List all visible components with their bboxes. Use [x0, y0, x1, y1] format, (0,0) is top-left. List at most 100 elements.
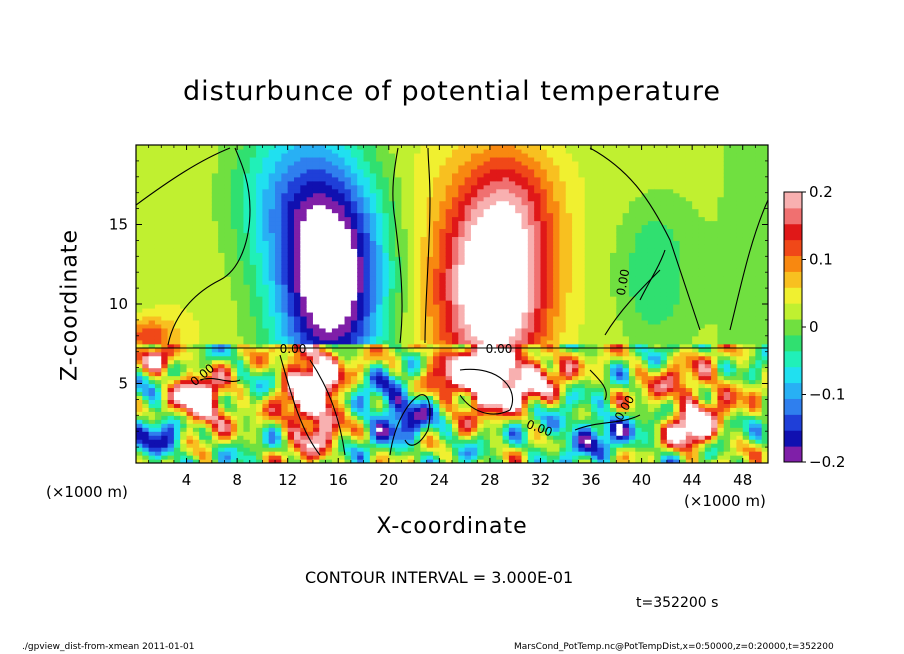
- field-cell: [306, 331, 314, 337]
- field-cell: [237, 343, 245, 349]
- field-cell: [287, 184, 295, 190]
- field-cell: [414, 395, 421, 400]
- field-cell: [218, 395, 226, 400]
- field-cell: [262, 200, 270, 206]
- field-cell: [407, 148, 415, 154]
- field-cell: [477, 443, 485, 448]
- field-cell: [350, 323, 358, 329]
- field-cell: [388, 204, 396, 210]
- field-cell: [508, 224, 516, 230]
- field-cell: [300, 196, 308, 202]
- field-cell: [496, 288, 504, 293]
- field-cell: [167, 427, 175, 432]
- field-cell: [192, 367, 200, 373]
- field-cell: [344, 188, 352, 194]
- field-cell: [249, 184, 257, 190]
- field-cell: [268, 296, 276, 301]
- field-cell: [388, 347, 396, 353]
- field-cell: [136, 240, 143, 245]
- field-cell: [496, 276, 504, 281]
- field-cell: [199, 343, 207, 349]
- field-cell: [312, 459, 320, 463]
- field-cell: [388, 383, 396, 389]
- field-cell: [161, 359, 169, 365]
- field-cell: [218, 304, 226, 309]
- field-cell: [426, 363, 434, 369]
- field-cell: [148, 387, 156, 393]
- field-cell: [287, 236, 295, 241]
- field-cell: [243, 264, 251, 269]
- field-cell: [344, 415, 352, 420]
- field-cell: [319, 164, 327, 170]
- field-cell: [325, 347, 333, 353]
- field-cell: [230, 387, 238, 393]
- field-cell: [192, 319, 200, 325]
- field-cell: [496, 327, 504, 333]
- field-cell: [249, 288, 257, 293]
- field-cell: [205, 148, 213, 154]
- field-cell: [294, 387, 301, 393]
- field-cell: [452, 220, 459, 226]
- field-cell: [483, 288, 491, 293]
- field-cell: [382, 343, 390, 349]
- field-cell: [173, 184, 181, 190]
- field-cell: [433, 339, 440, 345]
- field-cell: [281, 280, 289, 285]
- field-cell: [243, 196, 251, 202]
- field-cell: [199, 395, 207, 400]
- field-cell: [180, 284, 188, 289]
- field-cell: [508, 407, 516, 412]
- field-cell: [388, 276, 396, 281]
- field-cell: [477, 347, 485, 353]
- field-cell: [142, 343, 150, 349]
- field-cell: [199, 168, 207, 174]
- field-cell: [458, 232, 466, 238]
- field-cell: [464, 236, 472, 241]
- field-cell: [433, 435, 440, 440]
- field-cell: [199, 204, 207, 210]
- field-cell: [230, 256, 238, 261]
- field-cell: [173, 276, 181, 281]
- field-cell: [294, 280, 301, 285]
- field-cell: [426, 260, 434, 265]
- field-cell: [483, 164, 491, 170]
- field-cell: [464, 327, 472, 333]
- field-cell: [230, 196, 238, 202]
- field-cell: [470, 192, 478, 198]
- field-cell: [173, 455, 181, 460]
- field-cell: [224, 160, 232, 166]
- field-cell: [262, 383, 270, 389]
- field-cell: [477, 284, 485, 289]
- field-cell: [243, 240, 251, 245]
- field-cell: [275, 399, 282, 404]
- field-cell: [433, 184, 440, 190]
- field-cell: [395, 168, 403, 174]
- field-cell: [300, 192, 308, 198]
- field-cell: [376, 339, 384, 345]
- field-cell: [464, 347, 472, 353]
- field-cell: [388, 184, 396, 190]
- field-cell: [502, 145, 510, 150]
- field-cell: [515, 196, 523, 202]
- field-cell: [344, 351, 352, 357]
- field-cell: [357, 387, 365, 393]
- field-cell: [136, 276, 143, 281]
- field-cell: [205, 359, 213, 365]
- field-cell: [142, 168, 150, 174]
- field-cell: [243, 359, 251, 365]
- field-cell: [306, 339, 314, 345]
- field-cell: [256, 331, 263, 337]
- field-cell: [136, 160, 143, 166]
- field-cell: [186, 459, 194, 463]
- field-cell: [262, 455, 270, 460]
- field-cell: [161, 196, 169, 202]
- field-cell: [414, 391, 421, 397]
- field-cell: [173, 156, 181, 162]
- field-cell: [186, 248, 194, 253]
- field-cell: [502, 323, 510, 329]
- field-cell: [502, 148, 510, 154]
- field-cell: [249, 180, 257, 186]
- field-cell: [489, 264, 497, 269]
- field-cell: [256, 375, 263, 381]
- field-cell: [350, 272, 358, 277]
